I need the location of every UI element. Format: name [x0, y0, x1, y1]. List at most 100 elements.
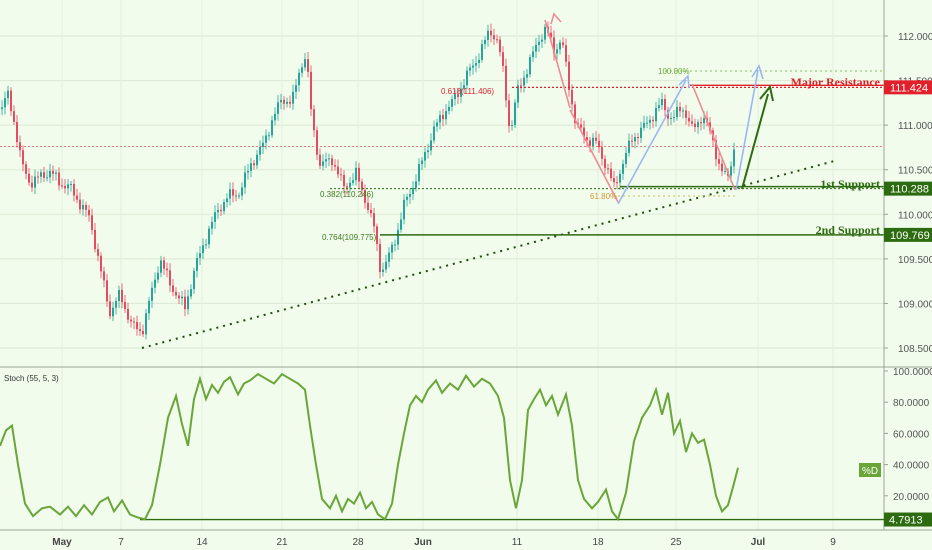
- candle-body: [403, 199, 405, 220]
- candle-body: [361, 181, 363, 190]
- candle-body: [646, 122, 648, 124]
- candle-body: [517, 85, 519, 103]
- candle-body: [142, 330, 144, 335]
- candle-body: [358, 167, 360, 182]
- candle-body: [169, 270, 171, 286]
- candle-body: [559, 42, 561, 50]
- candle-body: [412, 187, 414, 195]
- candle-body: [103, 271, 105, 281]
- candle-body: [730, 166, 732, 176]
- candle-body: [508, 100, 510, 127]
- candle-body: [430, 140, 432, 151]
- candle-body: [457, 94, 459, 97]
- candle-body: [355, 167, 357, 181]
- candle-body: [217, 209, 219, 213]
- stoch-tick-label: 20.0000: [893, 492, 930, 503]
- candle-body: [604, 158, 606, 169]
- candle-body: [91, 215, 93, 230]
- candle-body: [733, 149, 735, 167]
- candle-body: [115, 300, 117, 308]
- candle-body: [70, 183, 72, 185]
- green-target-arrow: [741, 84, 774, 190]
- candle-body: [211, 221, 213, 229]
- candle-body: [505, 65, 507, 101]
- candle-body: [295, 85, 297, 92]
- time-tick-label: Jul: [751, 537, 766, 548]
- stoch-tick-label: 100.0000: [893, 367, 932, 378]
- time-tick-label: May: [52, 537, 72, 548]
- candle-body: [484, 40, 486, 45]
- candle-body: [496, 39, 498, 41]
- candle-body: [136, 322, 138, 330]
- time-tick-label: 28: [352, 537, 364, 548]
- candle-body: [16, 121, 18, 143]
- blue-arrow-1: [617, 79, 687, 205]
- candle-body: [586, 137, 588, 141]
- candle-body: [622, 163, 624, 174]
- candle-body: [493, 35, 495, 40]
- candle-body: [607, 168, 609, 170]
- candle-body: [445, 111, 447, 120]
- stoch-d-tag: [859, 463, 881, 477]
- candle-body: [229, 189, 231, 199]
- candle-body: [175, 291, 177, 296]
- pink-arrow-3: [691, 83, 736, 191]
- candle-body: [511, 125, 513, 127]
- candle-body: [565, 45, 567, 62]
- stoch-pane: Stoch (55, 5, 3) 100.0000 80.0000 60.0000 4…: [0, 367, 932, 527]
- candle-body: [331, 158, 333, 166]
- fib-618-label: 0.618(111.406): [441, 87, 494, 96]
- candle-body: [400, 219, 402, 230]
- candle-body: [130, 319, 132, 322]
- candle-body: [148, 300, 150, 314]
- blue-arrow-2: [735, 69, 759, 191]
- candle-body: [151, 287, 153, 301]
- candle-body: [514, 102, 516, 126]
- candle-body: [550, 32, 552, 38]
- stoch-d-tag-text: %D: [862, 466, 878, 477]
- candle-body: [553, 37, 555, 54]
- candle-body: [385, 261, 387, 270]
- candle-body: [97, 249, 99, 256]
- candle-body: [172, 285, 174, 292]
- candle-body: [703, 118, 705, 124]
- candle-body: [256, 154, 258, 166]
- price-tick-label: 110.500: [898, 166, 932, 177]
- candle-body: [64, 185, 66, 189]
- candle-body: [7, 90, 9, 99]
- candle-body: [409, 194, 411, 197]
- candle-body: [637, 137, 639, 139]
- price-tick-label: 108.500: [898, 344, 932, 355]
- candle-body: [721, 163, 723, 172]
- candle-body: [724, 171, 726, 173]
- candle-body: [106, 280, 108, 302]
- candle-body: [529, 57, 531, 75]
- candle-body: [466, 70, 468, 86]
- candle-body: [340, 174, 342, 176]
- candle-body: [367, 202, 369, 210]
- candle-body: [532, 51, 534, 58]
- blue-arrow-1-head: [678, 74, 690, 89]
- candle-body: [343, 174, 345, 187]
- candle-body: [643, 122, 645, 128]
- stoch-tick-label: 60.0000: [893, 429, 930, 440]
- candle-body: [280, 99, 282, 103]
- candle-body: [691, 121, 693, 124]
- candle-body: [289, 101, 291, 104]
- candle-body: [688, 117, 690, 122]
- candle-body: [118, 289, 120, 301]
- time-tick-label: Jun: [414, 537, 432, 548]
- candle-body: [616, 182, 618, 184]
- time-tick-label: 21: [276, 537, 288, 548]
- pink-arrows: [544, 12, 736, 203]
- candle-body: [328, 158, 330, 160]
- candle-body: [202, 245, 204, 254]
- candle-body: [43, 172, 45, 178]
- candle-body: [250, 163, 252, 171]
- candle-body: [454, 94, 456, 100]
- candle-body: [283, 99, 285, 104]
- candle-body: [625, 153, 627, 164]
- candle-body: [100, 255, 102, 272]
- candle-body: [235, 195, 237, 197]
- candle-body: [13, 111, 15, 122]
